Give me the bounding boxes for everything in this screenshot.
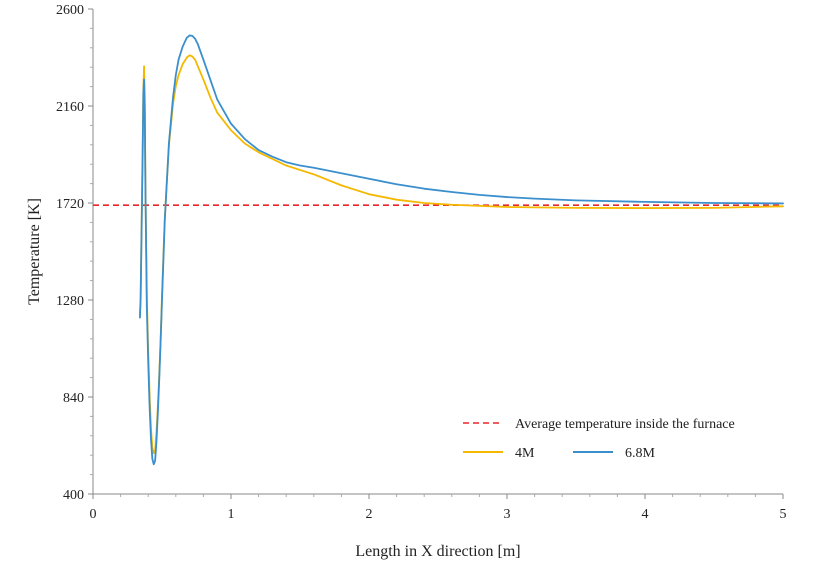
- axes: 0 1 2 3 4 5 400 840 1280 1720 2160 2600: [56, 3, 787, 522]
- x-tick-label: 3: [504, 507, 511, 522]
- y-axis-title: Temperature [K]: [26, 198, 43, 305]
- legend: Average temperature inside the furnace 4M…: [463, 417, 735, 461]
- legend-reference-label: Average temperature inside the furnace: [515, 417, 735, 432]
- x-tick-label: 1: [228, 507, 235, 522]
- series-line-4m: [139, 54, 784, 455]
- legend-4m-label: 4M: [515, 446, 535, 461]
- y-tick-label: 2600: [56, 3, 84, 18]
- series-line-6-8m: [139, 34, 784, 466]
- y-tick-label: 1280: [56, 294, 84, 309]
- y-tick-label: 400: [63, 488, 84, 503]
- y-tick-label: 840: [63, 391, 84, 406]
- y-tick-label: 2160: [56, 100, 84, 115]
- legend-6-8m-label: 6.8M: [625, 446, 656, 461]
- x-tick-label: 0: [90, 507, 97, 522]
- x-tick-label: 2: [366, 507, 373, 522]
- y-tick-label: 1720: [56, 197, 84, 212]
- x-tick-label: 4: [642, 507, 649, 522]
- x-axis-title: Length in X direction [m]: [355, 543, 520, 560]
- series-layer: [139, 34, 784, 466]
- x-tick-label: 5: [780, 507, 787, 522]
